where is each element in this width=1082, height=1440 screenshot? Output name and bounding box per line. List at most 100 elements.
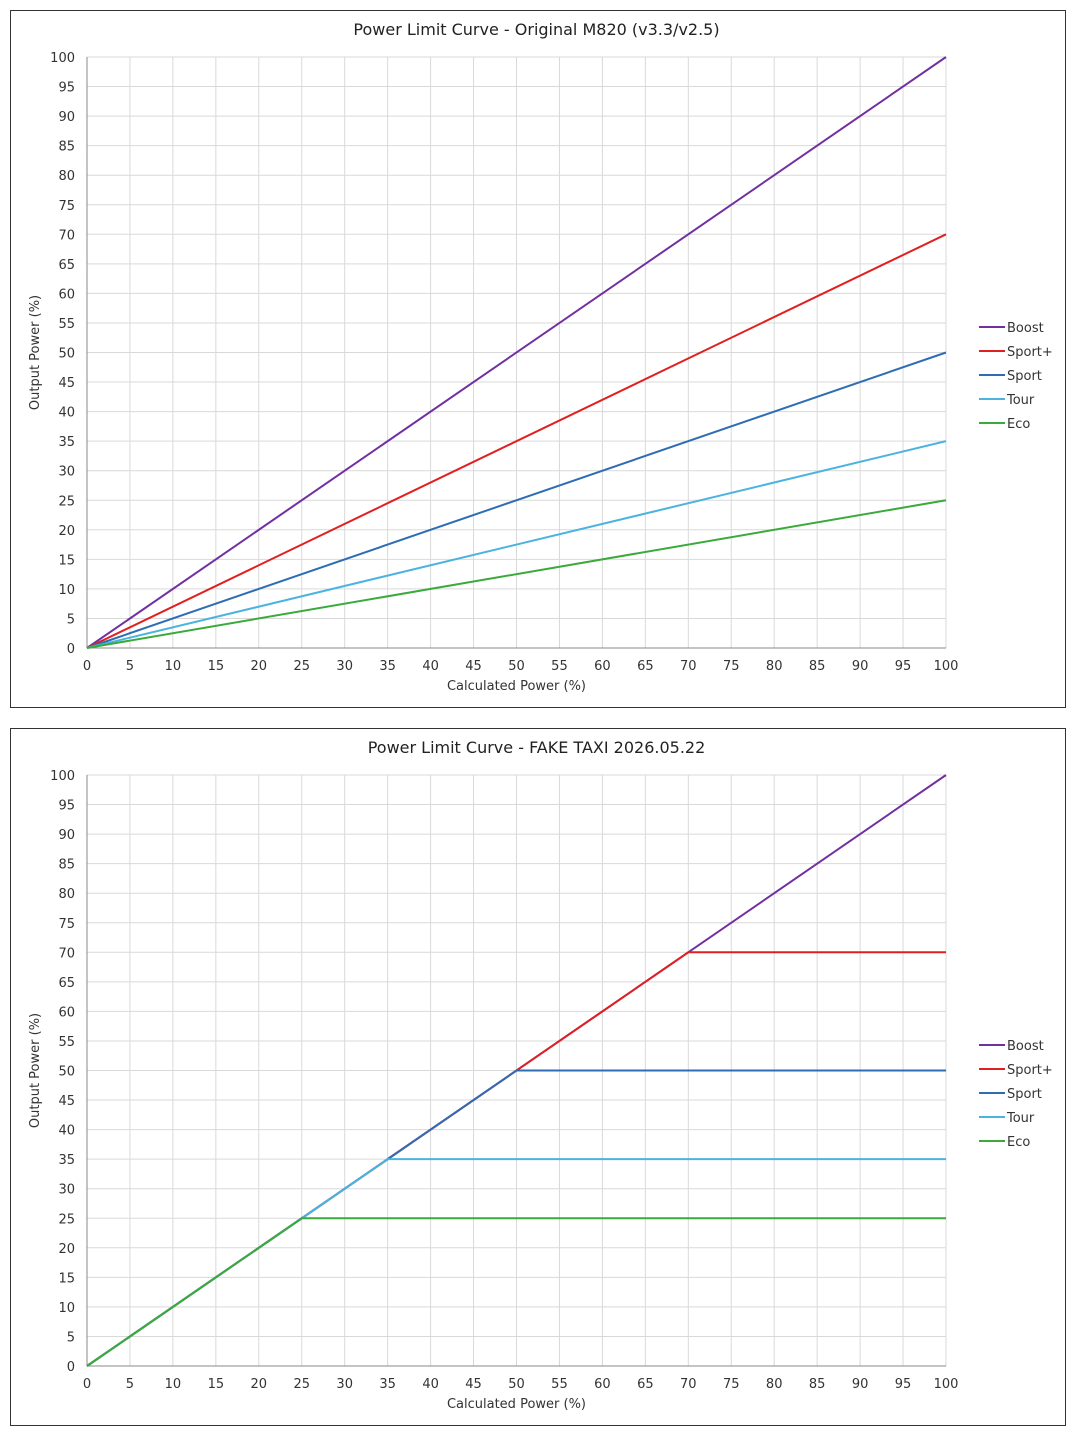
series-group bbox=[86, 56, 947, 649]
y-tick-label: 25 bbox=[58, 494, 75, 509]
y-tick-label: 15 bbox=[58, 1271, 75, 1286]
x-tick-label: 25 bbox=[293, 1377, 310, 1392]
x-tick-label: 25 bbox=[293, 659, 310, 674]
legend-label: Boost bbox=[1007, 1039, 1044, 1054]
y-tick-label: 0 bbox=[67, 1360, 75, 1375]
x-tick-label: 70 bbox=[680, 1377, 697, 1392]
legend-label: Eco bbox=[1007, 417, 1030, 432]
y-tick-label: 70 bbox=[58, 946, 75, 961]
x-tick-label: 10 bbox=[165, 659, 182, 674]
legend-label: Sport+ bbox=[1007, 1063, 1053, 1078]
x-tick-label: 30 bbox=[336, 1377, 353, 1392]
y-tick-label: 15 bbox=[58, 553, 75, 568]
x-tick-label: 100 bbox=[934, 659, 959, 674]
x-tick-label: 50 bbox=[508, 1377, 525, 1392]
x-tick-label: 40 bbox=[422, 1377, 439, 1392]
legend-label: Sport bbox=[1007, 369, 1042, 384]
series-line-tour bbox=[86, 440, 947, 649]
y-tick-label: 30 bbox=[58, 1183, 75, 1198]
chart-title: Power Limit Curve - Original M820 (v3.3/… bbox=[353, 20, 719, 39]
y-tick-label: 45 bbox=[58, 1094, 75, 1109]
y-tick-label: 80 bbox=[58, 169, 75, 184]
y-tick-label: 55 bbox=[58, 317, 75, 332]
x-tick-label: 90 bbox=[852, 659, 869, 674]
x-tick-label: 45 bbox=[465, 1377, 482, 1392]
x-tick-label: 15 bbox=[208, 659, 225, 674]
y-tick-label: 80 bbox=[58, 887, 75, 902]
series-line-sport-plus bbox=[86, 233, 947, 649]
chart-svg: Power Limit Curve - Original M820 (v3.3/… bbox=[28, 20, 1053, 694]
gridlines bbox=[86, 56, 947, 649]
y-tick-label: 60 bbox=[58, 1005, 75, 1020]
x-tick-label: 90 bbox=[852, 1377, 869, 1392]
y-tick-label: 100 bbox=[50, 769, 75, 784]
chart-svg: Power Limit Curve - FAKE TAXI 2026.05.22… bbox=[28, 738, 1053, 1412]
y-tick-label: 85 bbox=[58, 858, 75, 873]
y-axis-label: Output Power (%) bbox=[28, 1013, 43, 1128]
x-tick-label: 20 bbox=[251, 1377, 268, 1392]
x-tick-label: 70 bbox=[680, 659, 697, 674]
legend-label: Sport+ bbox=[1007, 345, 1053, 360]
series-group bbox=[86, 774, 947, 1367]
x-tick-label: 10 bbox=[165, 1377, 182, 1392]
y-tick-label: 90 bbox=[58, 828, 75, 843]
x-tick-label: 5 bbox=[126, 1377, 134, 1392]
x-tick-label: 85 bbox=[809, 1377, 826, 1392]
y-tick-label: 75 bbox=[58, 917, 75, 932]
x-axis-label: Calculated Power (%) bbox=[447, 1397, 586, 1412]
y-tick-label: 5 bbox=[67, 612, 75, 627]
x-tick-label: 85 bbox=[809, 659, 826, 674]
x-tick-label: 65 bbox=[637, 1377, 654, 1392]
y-tick-label: 50 bbox=[58, 347, 75, 362]
y-tick-label: 40 bbox=[58, 1124, 75, 1139]
series-line-eco bbox=[86, 499, 947, 649]
y-tick-label: 30 bbox=[58, 465, 75, 480]
y-tick-label: 100 bbox=[50, 51, 75, 66]
x-tick-label: 60 bbox=[594, 659, 611, 674]
y-axis-label: Output Power (%) bbox=[28, 295, 43, 410]
series-line-eco bbox=[86, 1217, 946, 1367]
legend-label: Boost bbox=[1007, 321, 1044, 336]
x-tick-label: 30 bbox=[336, 659, 353, 674]
x-tick-label: 50 bbox=[508, 659, 525, 674]
y-tick-label: 95 bbox=[58, 799, 75, 814]
y-tick-label: 10 bbox=[58, 1301, 75, 1316]
legend-label: Sport bbox=[1007, 1087, 1042, 1102]
x-tick-label: 65 bbox=[637, 659, 654, 674]
chart-fake-taxi: Power Limit Curve - FAKE TAXI 2026.05.22… bbox=[10, 728, 1066, 1426]
y-tick-label: 0 bbox=[67, 642, 75, 657]
chart-title: Power Limit Curve - FAKE TAXI 2026.05.22 bbox=[368, 738, 706, 757]
series-line-sport bbox=[86, 351, 947, 649]
y-tick-label: 5 bbox=[67, 1330, 75, 1345]
y-tick-label: 35 bbox=[58, 1153, 75, 1168]
y-tick-label: 35 bbox=[58, 435, 75, 450]
y-tick-label: 85 bbox=[58, 140, 75, 155]
x-tick-label: 95 bbox=[895, 1377, 912, 1392]
legend-label: Tour bbox=[1006, 393, 1035, 408]
x-tick-label: 40 bbox=[422, 659, 439, 674]
y-tick-label: 20 bbox=[58, 524, 75, 539]
legend-label: Tour bbox=[1006, 1111, 1035, 1126]
x-tick-label: 35 bbox=[379, 659, 396, 674]
x-tick-label: 80 bbox=[766, 1377, 783, 1392]
y-tick-label: 60 bbox=[58, 287, 75, 302]
x-tick-label: 100 bbox=[934, 1377, 959, 1392]
x-tick-label: 0 bbox=[83, 1377, 91, 1392]
x-axis-label: Calculated Power (%) bbox=[447, 679, 586, 694]
y-tick-label: 45 bbox=[58, 376, 75, 391]
y-tick-label: 10 bbox=[58, 583, 75, 598]
legend: Boost Sport+ Sport Tour Eco bbox=[979, 321, 1053, 432]
x-tick-label: 35 bbox=[379, 1377, 396, 1392]
x-tick-label: 55 bbox=[551, 659, 568, 674]
y-tick-label: 65 bbox=[58, 976, 75, 991]
x-tick-label: 20 bbox=[251, 659, 268, 674]
y-tick-label: 40 bbox=[58, 406, 75, 421]
x-tick-label: 5 bbox=[126, 659, 134, 674]
x-tick-label: 75 bbox=[723, 659, 740, 674]
x-tick-label: 55 bbox=[551, 1377, 568, 1392]
y-tick-label: 95 bbox=[58, 81, 75, 96]
legend-label: Eco bbox=[1007, 1135, 1030, 1150]
series-line-boost bbox=[86, 56, 947, 649]
y-tick-label: 25 bbox=[58, 1212, 75, 1227]
legend: Boost Sport+ Sport Tour Eco bbox=[979, 1039, 1053, 1150]
